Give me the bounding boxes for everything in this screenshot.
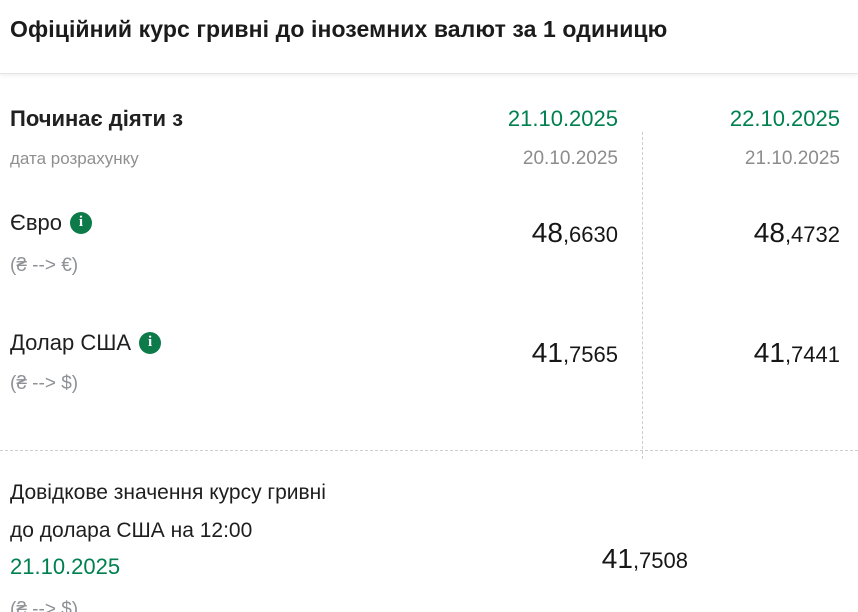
column-divider bbox=[642, 132, 643, 459]
euro-labels: Євро i (₴ --> €) bbox=[0, 210, 406, 277]
reference-label-line2: до долара США на 12:00 bbox=[10, 519, 253, 542]
section-divider bbox=[0, 450, 858, 451]
calculation-date-col2: 21.10.2025 bbox=[744, 148, 840, 169]
reference-rate-section: Довідкове значення курсу гривні до долар… bbox=[0, 451, 858, 612]
reference-rate-value: 41,7508 bbox=[601, 543, 688, 574]
usd-rate-col1: 41,7565 bbox=[531, 337, 618, 368]
reference-labels: Довідкове значення курсу гривні до долар… bbox=[10, 480, 858, 612]
currency-pair-usd: (₴ --> $) bbox=[10, 373, 79, 394]
calculation-date-label: дата розрахунку bbox=[10, 149, 139, 168]
column-2-header: 22.10.2025 21.10.2025 bbox=[642, 106, 858, 170]
currency-name-usd: Долар США bbox=[10, 330, 132, 355]
page-title: Офіційний курс гривні до іноземних валют… bbox=[10, 16, 668, 42]
rates-table: Починає діяти з дата розрахунку 21.10.20… bbox=[0, 106, 858, 459]
reference-date-link[interactable]: 21.10.2025 bbox=[10, 554, 121, 579]
usd-name-line: Долар США i bbox=[10, 330, 406, 356]
effective-date-link-col1[interactable]: 21.10.2025 bbox=[507, 106, 618, 131]
info-icon[interactable]: i bbox=[69, 212, 92, 234]
euro-name-line: Євро i bbox=[10, 210, 406, 236]
reference-currency-pair: (₴ --> $) bbox=[10, 599, 79, 612]
title-bar: Офіційний курс гривні до іноземних валют… bbox=[0, 0, 858, 74]
effective-from-label: Починає діяти з bbox=[10, 106, 184, 131]
table-row-usd: Долар США i (₴ --> $) 41,7565 41,7441 bbox=[0, 330, 858, 395]
info-icon[interactable]: i bbox=[139, 332, 162, 354]
euro-rate-col1: 48,6630 bbox=[531, 217, 618, 248]
currency-name-euro: Євро bbox=[10, 210, 62, 235]
table-header-row: Починає діяти з дата розрахунку 21.10.20… bbox=[0, 106, 858, 170]
header-labels: Починає діяти з дата розрахунку bbox=[0, 106, 406, 170]
table-row-euro: Євро i (₴ --> €) 48,6630 48,4732 bbox=[0, 210, 858, 277]
currency-pair-euro: (₴ --> €) bbox=[10, 255, 79, 276]
reference-label-line1: Довідкове значення курсу гривні bbox=[10, 481, 326, 504]
column-1-header: 21.10.2025 20.10.2025 bbox=[406, 106, 642, 170]
usd-labels: Долар США i (₴ --> $) bbox=[0, 330, 406, 395]
usd-rate-col2: 41,7441 bbox=[753, 337, 840, 368]
euro-rate-col2: 48,4732 bbox=[753, 217, 840, 248]
effective-date-link-col2[interactable]: 22.10.2025 bbox=[729, 106, 840, 131]
calculation-date-col1: 20.10.2025 bbox=[522, 148, 618, 169]
